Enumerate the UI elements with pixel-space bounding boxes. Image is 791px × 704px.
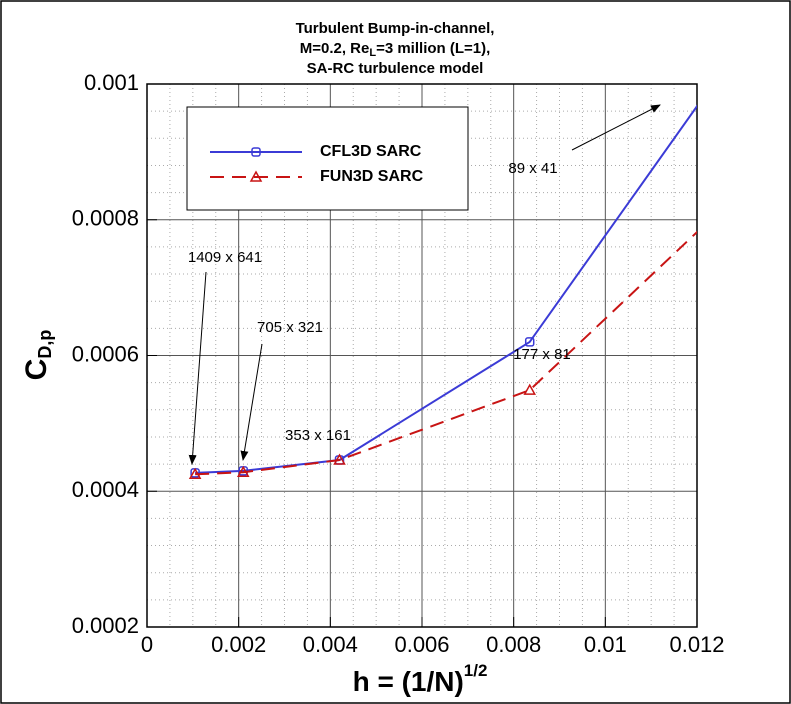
arrow	[240, 343, 263, 461]
annotation: 705 x 321	[257, 319, 323, 336]
series-line	[195, 230, 697, 476]
marker	[188, 467, 202, 480]
y-tick-label: 0.001	[84, 70, 139, 95]
title-line: SA-RC turbulence model	[307, 60, 484, 77]
annotation: 1409 x 641	[188, 249, 262, 266]
x-tick-label: 0.004	[303, 632, 358, 657]
x-tick-label: 0.002	[211, 632, 266, 657]
marker	[524, 337, 535, 347]
x-tick-label: 0.006	[394, 632, 449, 657]
y-tick-label: 0.0004	[72, 477, 139, 502]
legend	[186, 106, 469, 211]
x-tick-label: 0.01	[584, 632, 627, 657]
legend-label: CFL3D SARC	[320, 143, 422, 160]
x-tick-label: 0	[141, 632, 153, 657]
x-tick-label: 0.012	[669, 632, 724, 657]
y-tick-label: 0.0002	[72, 613, 139, 638]
marker	[523, 383, 536, 395]
y-tick-label: 0.0006	[72, 341, 139, 366]
y-tick-label: 0.0008	[72, 206, 139, 231]
legend-marker	[249, 170, 263, 182]
annotation: 177 x 81	[513, 346, 571, 363]
title-line: Turbulent Bump-in-channel,	[296, 20, 495, 37]
x-tick-label: 0.008	[486, 632, 541, 657]
arrow	[188, 271, 207, 465]
y-label: CD,p	[20, 330, 55, 381]
marker	[236, 465, 250, 477]
legend-label: FUN3D SARC	[320, 168, 424, 185]
plot-area	[146, 83, 698, 628]
annotation: 89 x 41	[508, 160, 557, 177]
x-label: h = (1/N)1/2	[353, 661, 488, 697]
legend-marker	[251, 147, 261, 157]
arrow	[571, 104, 661, 151]
annotation: 353 x 161	[285, 427, 351, 444]
marker	[333, 453, 346, 465]
arrows	[188, 104, 661, 465]
title-line: M=0.2, ReL=3 million (L=1),	[300, 40, 491, 59]
